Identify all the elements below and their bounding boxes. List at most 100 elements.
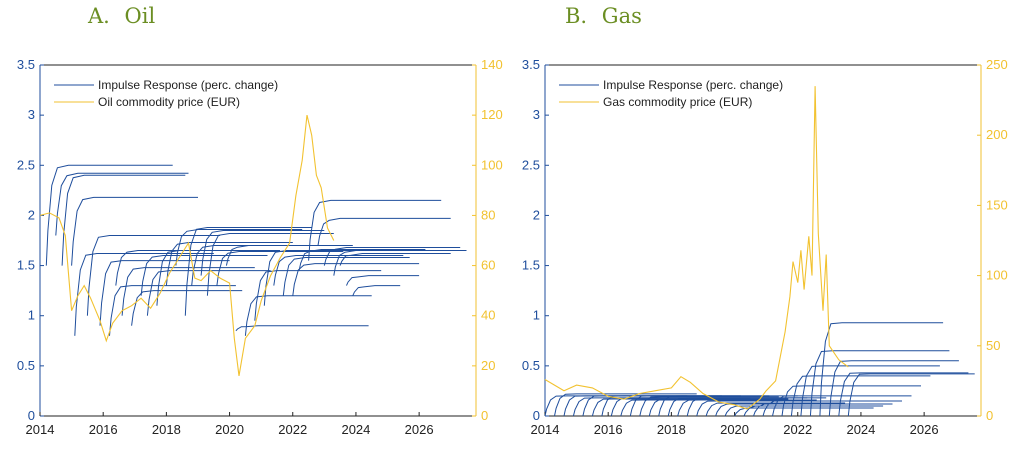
x-tick-label: 2020 [720,422,749,437]
impulse-response-line [146,270,271,316]
panel-b-name: Gas [601,4,642,28]
impulse-response-line [620,399,760,417]
impulse-response-line [225,245,353,266]
left-tick-label: 1 [28,308,35,323]
x-tick-label: 2018 [152,422,181,437]
impulse-response-line [235,325,369,332]
impulse-response-line [781,385,921,417]
legend: Impulse Response (perc. change) Oil commo… [54,78,278,109]
impulse-response-line [86,235,221,316]
oil-chart: 0 0.5 1 1.5 2 2.5 3 3.5 0 20 40 60 80 100 120 140 2014 20… [17,57,503,437]
x-tick-label: 2024 [846,422,875,437]
right-tick-label: 80 [481,207,495,222]
impulse-response-line [772,395,912,417]
impulse-response-line [753,403,893,417]
right-tick-label: 100 [986,268,1008,283]
panel-b-title: B. Gas [565,4,642,28]
left-tick-label: 3 [28,107,35,122]
impulse-response-line [254,270,382,321]
left-tick-label: 0 [533,408,540,423]
commodity-price-line [544,86,849,410]
legend-impulse-label: Impulse Response (perc. change) [603,78,783,92]
impulse-response-line [610,397,751,417]
legend-price-label: Gas commodity price (EUR) [603,95,752,109]
left-tick-label: 3.5 [522,57,540,72]
impulse-response-line [184,227,312,316]
impulse-response-line [554,393,697,417]
impulse-response-line [658,395,798,417]
right-tick-label: 0 [986,408,993,423]
impulse-response-line [762,400,902,417]
panel-a-title: A. Oil [88,4,155,28]
x-tick-label: 2014 [26,422,55,437]
impulse-response-line [200,230,325,276]
impulse-response-line [847,373,975,417]
left-tick-label: 2 [28,207,35,222]
impulse-response-line [677,399,817,417]
right-tick-label: 140 [481,57,503,72]
left-tick-label: 0.5 [17,358,35,373]
impulse-response-line [686,397,827,417]
panel-b-letter: B. [565,4,588,28]
impulse-response-line [109,285,236,336]
right-tick-label: 100 [481,157,503,172]
impulse-response-line [121,267,255,316]
impulse-response-line [323,247,461,266]
right-tick-label: 150 [986,197,1008,212]
impulse-response-line [339,253,451,266]
impulse-response-line [819,322,944,417]
left-tick-label: 3.5 [17,57,35,72]
impulse-response-line [273,255,404,286]
impulse-response-line [45,164,173,266]
impulse-response-line [734,407,874,417]
right-tick-label: 200 [986,127,1008,142]
x-tick-label: 2014 [531,422,560,437]
left-tick-label: 0.5 [522,358,540,373]
x-tick-label: 2016 [594,422,623,437]
impulse-response-line [648,398,789,417]
left-tick-label: 0 [28,408,35,423]
x-tick-label: 2026 [910,422,939,437]
impulse-response-line [333,250,467,276]
right-tick-label: 50 [986,338,1000,353]
impulse-response-line [298,249,426,271]
impulse-response-line [99,260,230,326]
left-tick-label: 2.5 [17,157,35,172]
left-tick-label: 2.5 [522,157,540,172]
right-tick-label: 60 [481,258,495,273]
impulse-response-line [61,174,186,266]
x-tick-label: 2024 [341,422,370,437]
legend-price-label: Oil commodity price (EUR) [98,95,240,109]
impulse-response-line [308,199,442,261]
right-tick-label: 250 [986,57,1008,72]
panel-a-name: Oil [124,4,156,28]
impulse-response-line [71,196,198,266]
x-tick-label: 2016 [89,422,118,437]
x-tick-label: 2026 [405,422,434,437]
impulse-response-line [809,350,950,417]
right-tick-label: 20 [481,358,495,373]
left-tick-label: 1.5 [522,258,540,273]
left-tick-label: 1.5 [17,258,35,273]
impulse-response-line [131,290,243,326]
panel-a-letter: A. [88,4,110,28]
impulse-response-line [591,398,732,417]
x-tick-label: 2022 [278,422,307,437]
impulse-response-line [352,285,401,296]
impulse-response-line [244,295,372,336]
impulse-response-line [282,257,410,296]
left-tick-label: 2 [533,207,540,222]
right-tick-label: 120 [481,107,503,122]
impulse-response-line [156,250,281,306]
x-tick-label: 2018 [657,422,686,437]
left-tick-label: 3 [533,107,540,122]
impulse-response-line [696,400,836,417]
impulse-response-line [705,402,846,417]
impulse-response-line [828,360,959,417]
x-tick-label: 2022 [783,422,812,437]
commodity-price-line [39,114,335,376]
impulse-response-line [743,405,884,417]
left-tick-label: 1 [533,308,540,323]
impulse-response-line [115,250,246,286]
legend-impulse-label: Impulse Response (perc. change) [98,78,278,92]
